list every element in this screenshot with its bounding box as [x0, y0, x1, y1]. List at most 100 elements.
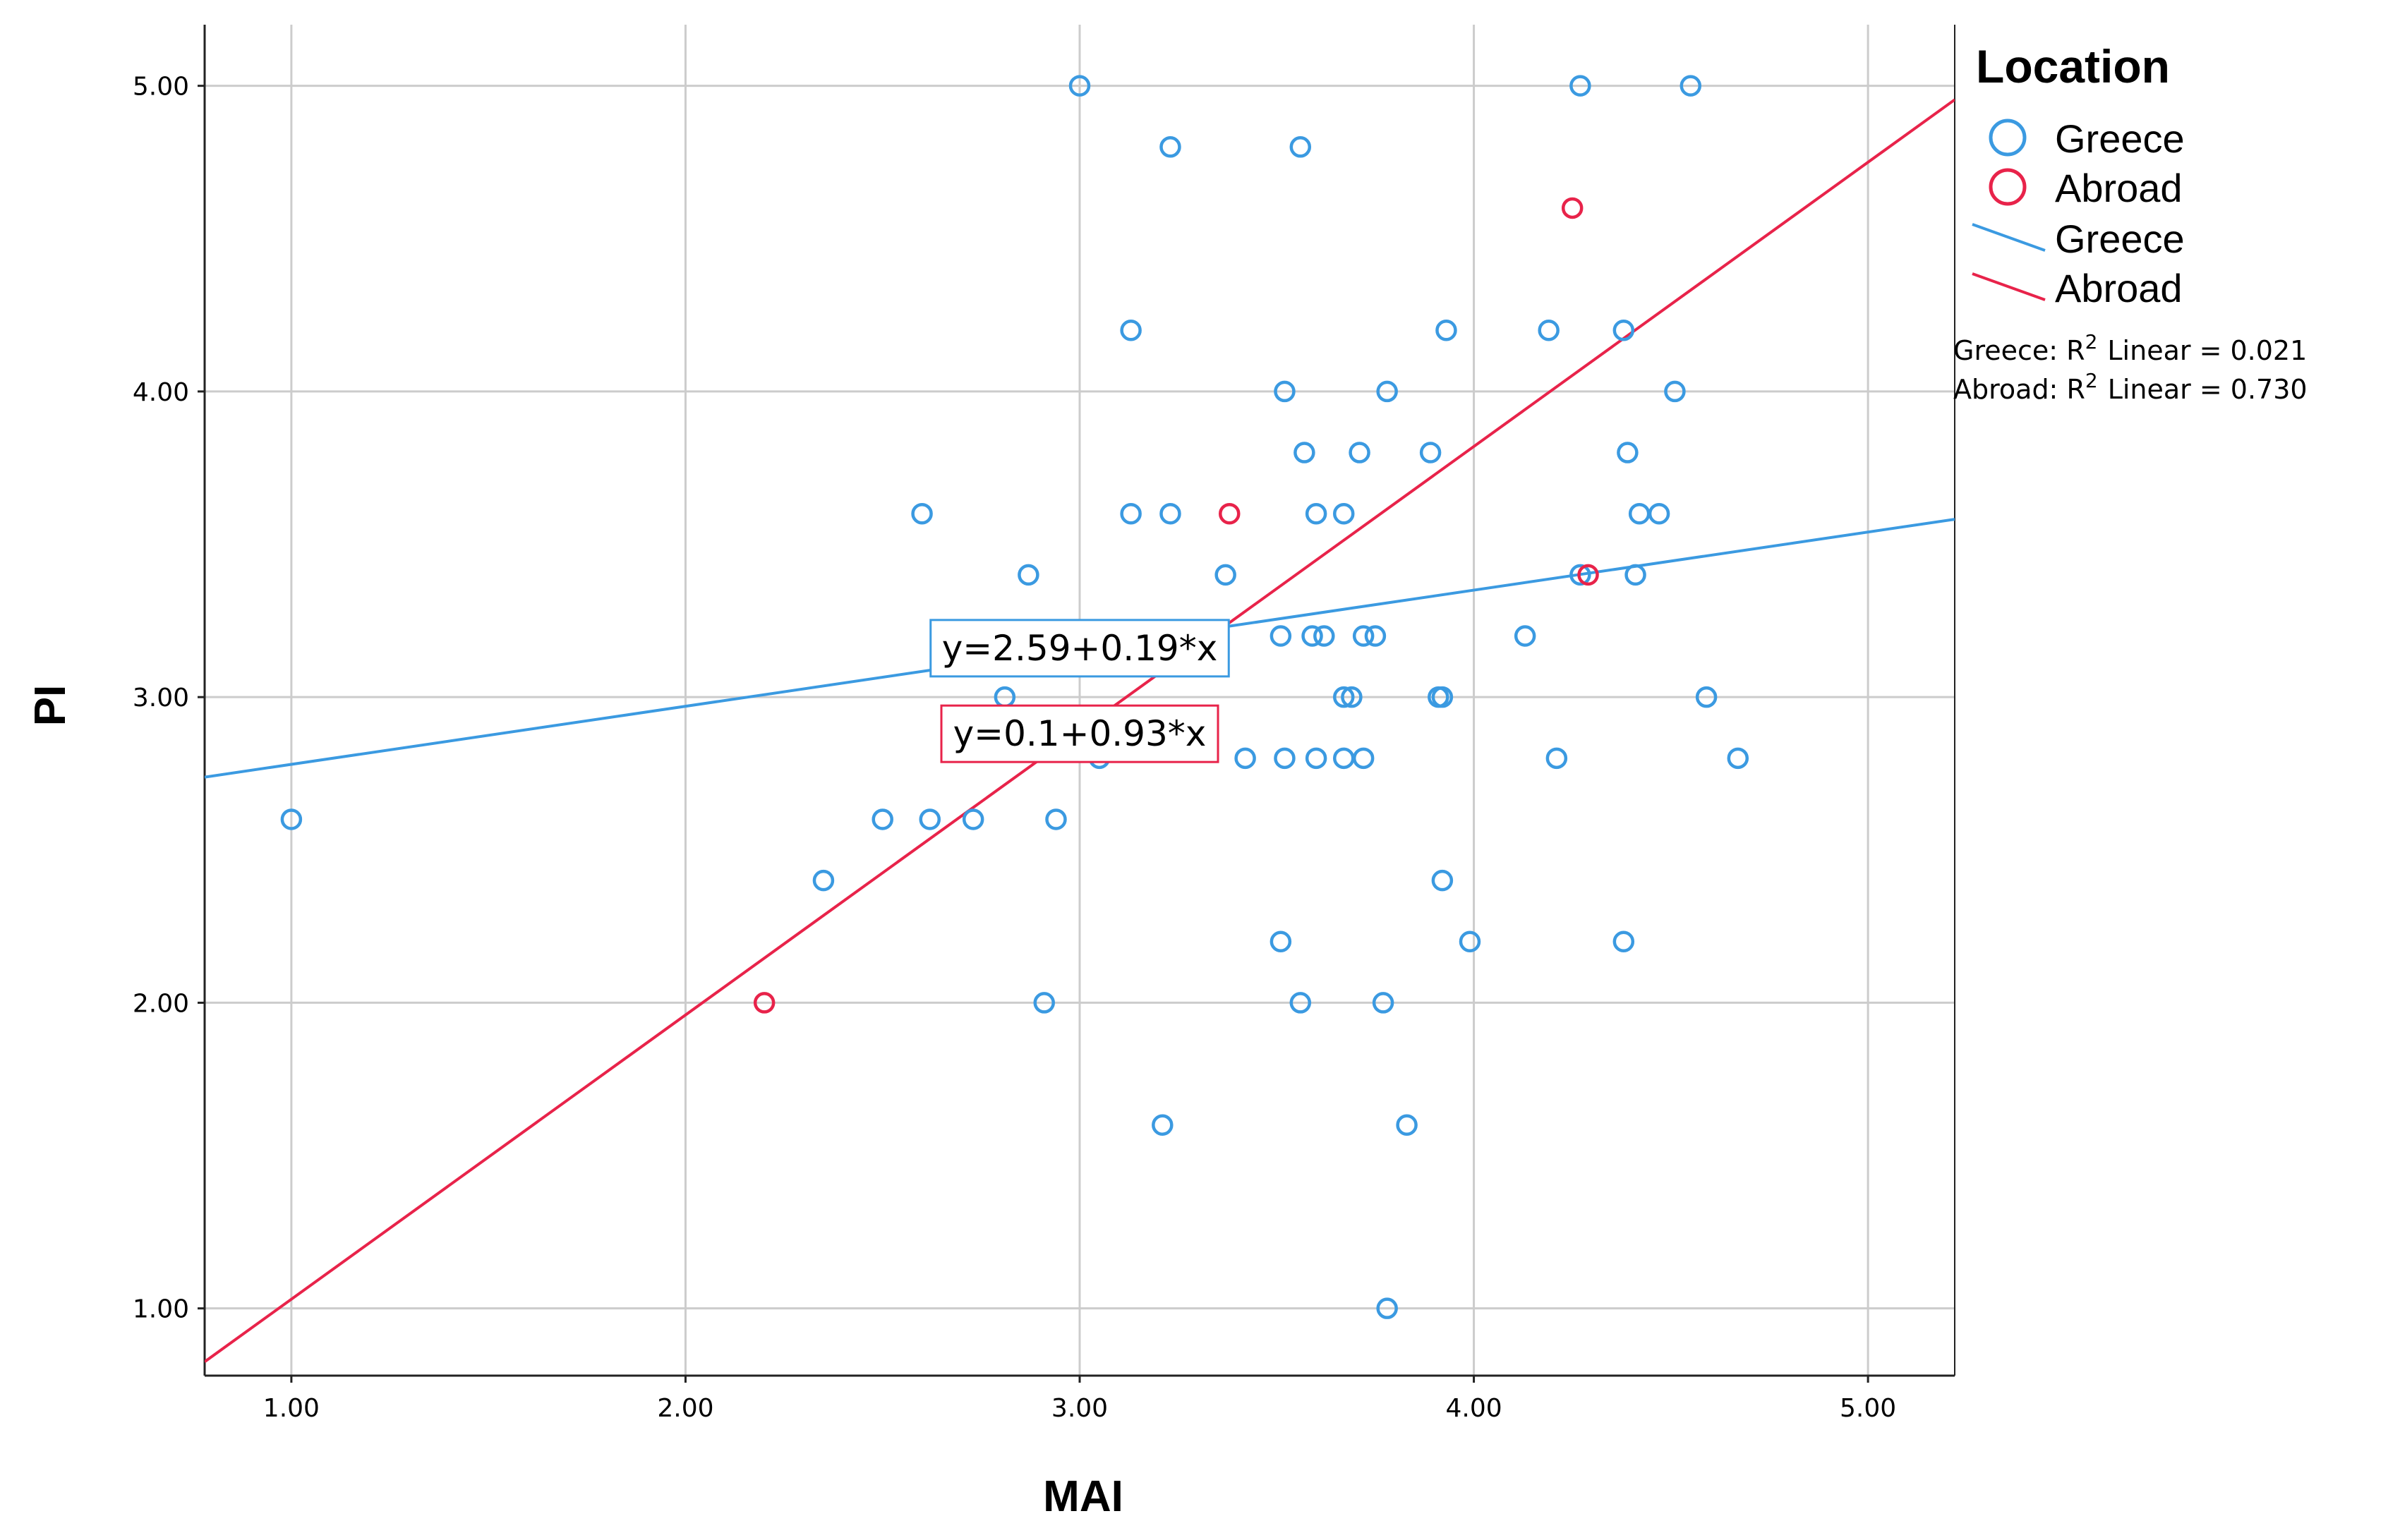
data-point-greece — [1545, 747, 1568, 770]
data-point-greece — [1332, 686, 1355, 708]
data-point-greece — [1352, 625, 1375, 647]
data-point-greece — [1305, 502, 1327, 525]
data-point-greece — [812, 869, 835, 892]
data-point-greece — [1301, 625, 1323, 647]
data-point-greece — [1033, 992, 1055, 1014]
data-point-greece — [1617, 442, 1639, 463]
r2-greece-prefix: Greece: R — [1953, 335, 2085, 366]
data-point-greece — [1313, 625, 1335, 647]
data-point-greece — [280, 808, 303, 830]
data-point-greece — [1569, 564, 1591, 586]
data-point-greece — [1648, 502, 1670, 525]
legend-title: Location — [1976, 40, 2170, 92]
data-point-greece — [1435, 320, 1457, 341]
r2-abroad: Abroad: R2 Linear = 0.730 — [1953, 369, 2308, 405]
legend-label-greece-points: Greece — [2055, 116, 2185, 161]
x-tick-label: 1.00 — [263, 1394, 320, 1423]
plot-axes — [198, 25, 1955, 1383]
data-point-greece — [1120, 502, 1142, 525]
r2-greece: Greece: R2 Linear = 0.021 — [1953, 330, 2307, 366]
y-axis-title: PI — [26, 685, 75, 727]
data-point-greece — [962, 808, 984, 830]
data-point-greece — [919, 808, 941, 830]
legend: Location Greece Abroad Greece Abroad Gre… — [1953, 40, 2308, 405]
tick-labels: 1.00 2.00 3.00 4.00 5.00 1.00 2.00 3.00 4.00 5.00 — [133, 73, 1896, 1423]
data-point-greece — [1270, 930, 1292, 953]
data-point-greece — [1274, 747, 1296, 770]
data-point-greece — [1376, 1297, 1398, 1319]
data-points — [280, 75, 1749, 1319]
legend-label-greece-line: Greece — [2055, 217, 2185, 261]
data-point-greece — [1538, 320, 1560, 341]
data-point-greece — [1612, 320, 1635, 341]
data-point-greece — [1664, 380, 1686, 403]
data-point-greece — [1695, 686, 1718, 708]
data-point-greece — [1431, 869, 1454, 892]
data-point-abroad — [1577, 564, 1599, 586]
data-point-greece — [1727, 747, 1749, 770]
data-point-greece — [1459, 930, 1481, 953]
data-point-greece — [1045, 808, 1067, 830]
data-point-greece — [1289, 992, 1312, 1014]
data-point-greece — [1120, 320, 1142, 341]
data-point-greece — [1349, 442, 1370, 463]
data-point-greece — [1068, 75, 1091, 97]
fit-equation-greece: y=2.59+0.19*x — [942, 628, 1218, 669]
fit-equation-labels: y=2.59+0.19*x y=0.1+0.93*x — [929, 619, 1230, 763]
y-tick-label: 3.00 — [133, 684, 189, 713]
data-point-abroad — [1561, 197, 1584, 219]
legend-line-greece — [1972, 223, 2046, 252]
data-point-greece — [1159, 502, 1181, 525]
data-point-greece — [1364, 625, 1387, 647]
data-point-greece — [1305, 747, 1327, 770]
x-tick-label: 5.00 — [1840, 1394, 1896, 1423]
data-point-greece — [1234, 747, 1256, 770]
grid-lines — [205, 25, 1955, 1376]
data-point-greece — [1332, 747, 1355, 770]
data-point-greece — [1332, 502, 1355, 525]
r2-greece-value: Linear = 0.021 — [2107, 335, 2307, 366]
data-point-greece — [1612, 930, 1635, 953]
data-point-greece — [1152, 1114, 1174, 1136]
data-point-greece — [872, 808, 893, 830]
fit-equation-abroad: y=0.1+0.93*x — [953, 713, 1207, 754]
data-point-greece — [1341, 686, 1363, 708]
data-point-greece — [1419, 442, 1442, 463]
fit-equation-box-greece — [929, 619, 1230, 678]
legend-label-abroad-points: Abroad — [2055, 166, 2183, 210]
data-point-greece — [1372, 992, 1394, 1014]
data-point-greece — [1159, 136, 1181, 158]
data-point-greece — [1514, 625, 1536, 647]
r2-greece-superscript: 2 — [2085, 330, 2098, 353]
data-point-abroad — [753, 992, 776, 1014]
data-point-greece — [911, 502, 933, 525]
y-tick-label: 2.00 — [133, 989, 189, 1018]
legend-label-abroad-line: Abroad — [2055, 266, 2183, 310]
x-tick-label: 3.00 — [1051, 1394, 1108, 1423]
data-point-greece — [1628, 502, 1651, 525]
data-point-greece — [1270, 625, 1292, 647]
r2-abroad-prefix: Abroad: R — [1953, 374, 2085, 405]
data-point-greece — [1289, 136, 1312, 158]
data-point-greece — [1214, 564, 1236, 586]
y-tick-label: 4.00 — [133, 378, 189, 407]
data-point-greece — [1569, 75, 1591, 97]
data-point-abroad — [1219, 502, 1241, 525]
data-point-greece — [1431, 686, 1454, 708]
data-point-greece — [1680, 75, 1702, 97]
legend-marker-abroad — [1989, 168, 2027, 206]
data-point-greece — [1396, 1114, 1418, 1136]
y-tick-label: 1.00 — [133, 1295, 189, 1324]
y-tick-label: 5.00 — [133, 73, 189, 102]
x-tick-label: 4.00 — [1445, 1394, 1502, 1423]
data-point-greece — [1274, 380, 1296, 403]
data-point-greece — [1376, 380, 1398, 403]
legend-marker-greece — [1989, 119, 2027, 157]
x-tick-label: 2.00 — [657, 1394, 713, 1423]
r2-abroad-value: Linear = 0.730 — [2108, 374, 2308, 405]
x-axis-title: MAI — [1043, 1472, 1123, 1521]
r2-abroad-superscript: 2 — [2085, 369, 2098, 392]
data-point-greece — [1294, 442, 1315, 463]
data-point-greece — [1352, 747, 1375, 770]
